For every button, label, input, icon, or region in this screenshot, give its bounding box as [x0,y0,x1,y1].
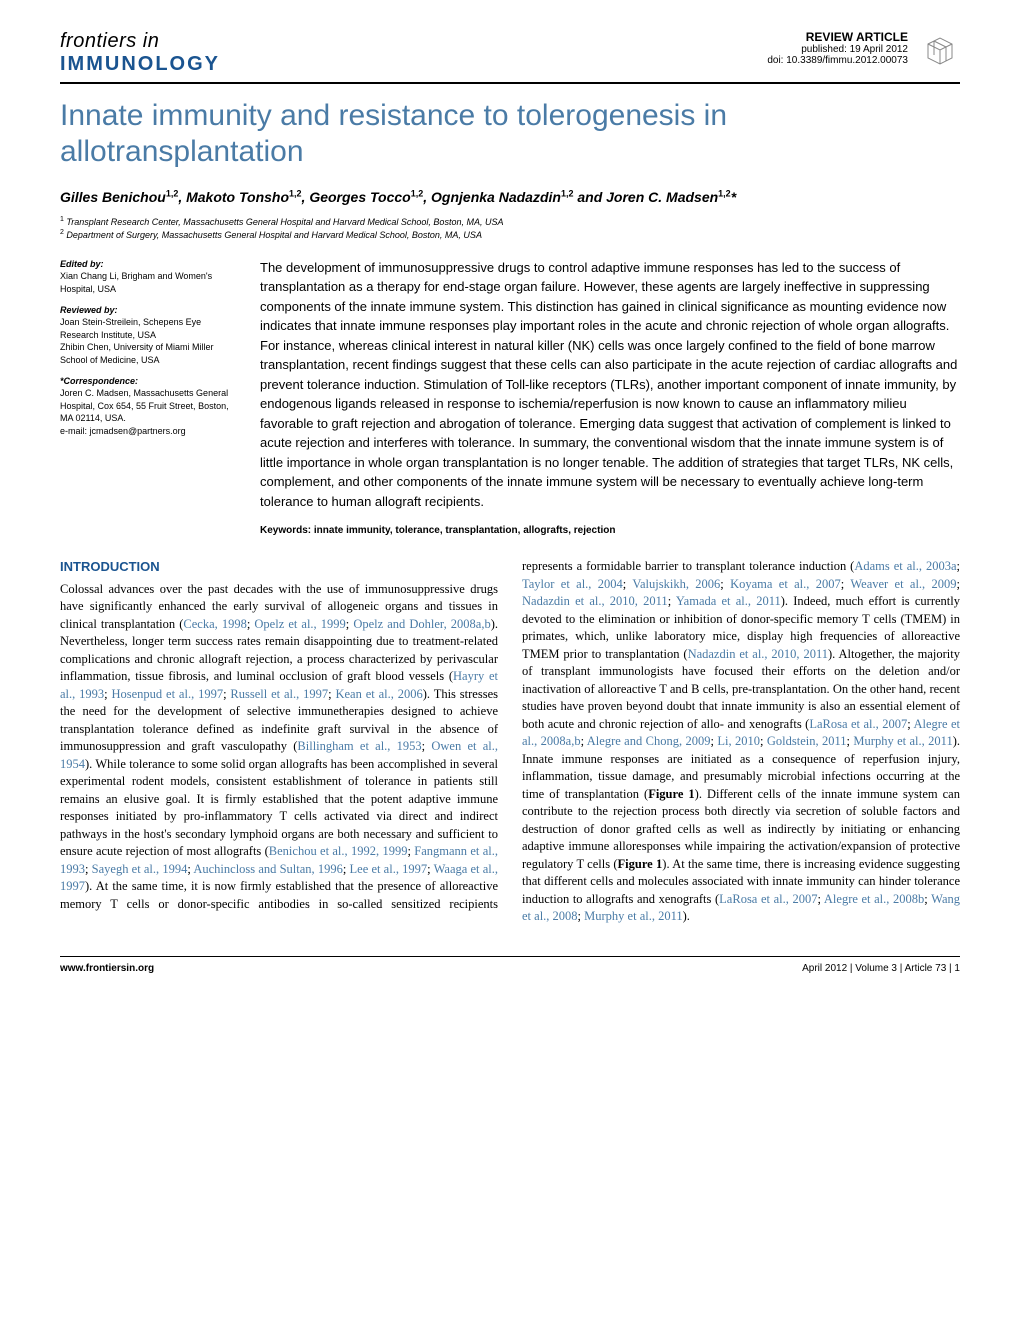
journal-name-line1: frontiers in [60,30,220,53]
correspondence-head: *Correspondence: [60,375,240,388]
edited-by-head: Edited by: [60,258,240,271]
keywords: Keywords: innate immunity, tolerance, tr… [260,523,960,538]
journal-logo: frontiers in IMMUNOLOGY [60,30,220,76]
article-title: Innate immunity and resistance to tolero… [60,98,960,170]
affiliations: 1 Transplant Research Center, Massachuse… [60,215,960,242]
introduction-heading: INTRODUCTION [60,558,498,576]
sidebar-metadata: Edited by: Xian Chang Li, Brigham and Wo… [60,258,240,539]
cube-icon [920,30,960,70]
body-paragraph: Colossal advances over the past decades … [60,558,960,926]
reviewed-by-head: Reviewed by: [60,304,240,317]
journal-name-line2: IMMUNOLOGY [60,53,220,76]
affiliation-1: 1 Transplant Research Center, Massachuse… [60,215,960,229]
footer-citation: April 2012 | Volume 3 | Article 73 | 1 [802,963,960,974]
footer-url: www.frontiersin.org [60,963,154,974]
article-meta: REVIEW ARTICLE published: 19 April 2012 … [767,30,908,66]
reviewed-by: Joan Stein-Streilein, Schepens Eye Resea… [60,316,240,366]
header-right: REVIEW ARTICLE published: 19 April 2012 … [767,30,960,70]
published-date: published: 19 April 2012 [767,44,908,55]
affiliation-2: 2 Department of Surgery, Massachusetts G… [60,228,960,242]
correspondence: Joren C. Madsen, Massachusetts General H… [60,387,240,437]
doi: doi: 10.3389/fimmu.2012.00073 [767,55,908,66]
body-columns: INTRODUCTION Colossal advances over the … [60,558,960,926]
page-footer: www.frontiersin.org April 2012 | Volume … [60,956,960,974]
edited-by: Xian Chang Li, Brigham and Women's Hospi… [60,270,240,295]
abstract-text: The development of immunosuppressive dru… [260,258,960,512]
page-header: frontiers in IMMUNOLOGY REVIEW ARTICLE p… [60,30,960,84]
article-type: REVIEW ARTICLE [767,30,908,44]
authors-line: Gilles Benichou1,2, Makoto Tonsho1,2, Ge… [60,188,960,205]
abstract-block: The development of immunosuppressive dru… [260,258,960,539]
